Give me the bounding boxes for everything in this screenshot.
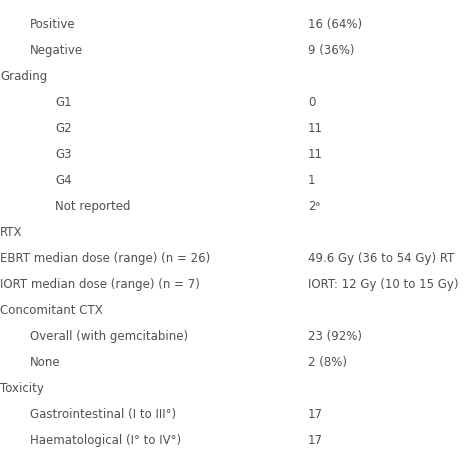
Text: EBRT median dose (range) (n = 26): EBRT median dose (range) (n = 26) (0, 252, 210, 265)
Text: G2: G2 (55, 122, 72, 135)
Text: 11: 11 (308, 148, 323, 161)
Text: G4: G4 (55, 174, 72, 187)
Text: 0: 0 (308, 96, 315, 109)
Text: Positive: Positive (30, 18, 76, 31)
Text: 49.6 Gy (36 to 54 Gy) RT: 49.6 Gy (36 to 54 Gy) RT (308, 252, 455, 265)
Text: 2 (8%): 2 (8%) (308, 356, 347, 369)
Text: 1: 1 (308, 174, 316, 187)
Text: 17: 17 (308, 408, 323, 421)
Text: 11: 11 (308, 122, 323, 135)
Text: G3: G3 (55, 148, 72, 161)
Text: 16 (64%): 16 (64%) (308, 18, 362, 31)
Text: Not reported: Not reported (55, 200, 130, 213)
Text: Haematological (I° to IV°): Haematological (I° to IV°) (30, 434, 181, 447)
Text: 2ᵃ: 2ᵃ (308, 200, 320, 213)
Text: Overall (with gemcitabine): Overall (with gemcitabine) (30, 330, 188, 343)
Text: RTX: RTX (0, 226, 22, 239)
Text: 9 (36%): 9 (36%) (308, 44, 355, 57)
Text: Toxicity: Toxicity (0, 382, 44, 395)
Text: Gastrointestinal (I to III°): Gastrointestinal (I to III°) (30, 408, 176, 421)
Text: Grading: Grading (0, 70, 47, 83)
Text: G1: G1 (55, 96, 72, 109)
Text: Concomitant CTX: Concomitant CTX (0, 304, 103, 317)
Text: 17: 17 (308, 434, 323, 447)
Text: None: None (30, 356, 61, 369)
Text: 23 (92%): 23 (92%) (308, 330, 362, 343)
Text: IORT median dose (range) (n = 7): IORT median dose (range) (n = 7) (0, 278, 200, 291)
Text: IORT: 12 Gy (10 to 15 Gy): IORT: 12 Gy (10 to 15 Gy) (308, 278, 458, 291)
Text: Negative: Negative (30, 44, 83, 57)
